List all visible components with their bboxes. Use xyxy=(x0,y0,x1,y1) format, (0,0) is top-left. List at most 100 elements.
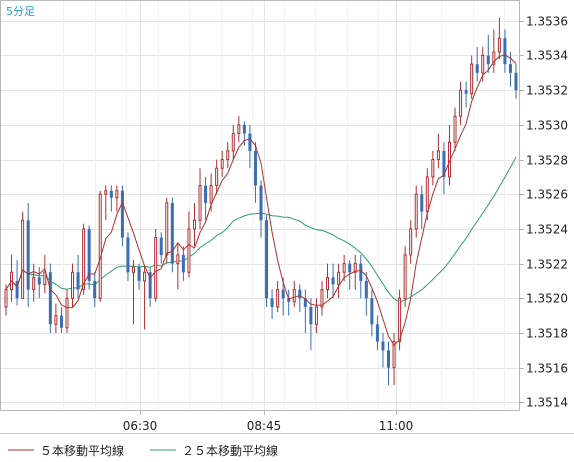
candle-body-up xyxy=(21,219,25,299)
candle xyxy=(370,289,374,337)
candle xyxy=(309,298,313,351)
candle xyxy=(170,197,174,273)
candle xyxy=(15,260,19,306)
y-tick-label: 1.3534 xyxy=(526,49,568,63)
candle-body-down xyxy=(475,64,479,73)
candle xyxy=(298,284,302,313)
candle xyxy=(497,17,501,59)
candle-body-up xyxy=(143,271,147,282)
plot-area-frame xyxy=(0,0,520,411)
candle-body-up xyxy=(314,306,318,325)
candle xyxy=(431,150,435,186)
candle-body-down xyxy=(204,185,208,203)
candle-body-up xyxy=(132,266,135,273)
candle xyxy=(459,81,463,125)
candle-body-up xyxy=(165,202,169,256)
candle-body-down xyxy=(265,220,269,299)
candle-body-up xyxy=(431,159,435,178)
candle xyxy=(342,254,346,281)
candle-body-down xyxy=(120,190,124,238)
y-tick-label: 1.3522 xyxy=(526,258,568,272)
candle-body-down xyxy=(137,267,141,281)
candle xyxy=(514,64,518,99)
candle xyxy=(486,34,490,73)
candle xyxy=(253,142,257,203)
candle xyxy=(276,280,280,313)
y-tick-label: 1.3530 xyxy=(526,119,568,133)
candle xyxy=(326,263,330,299)
candle-body-down xyxy=(148,272,152,299)
candle-body-down xyxy=(93,280,97,299)
candle-body-down xyxy=(375,324,379,342)
candle-body-down xyxy=(387,350,390,368)
candle xyxy=(265,215,269,307)
candle xyxy=(192,202,196,247)
candle-body-up xyxy=(71,271,75,299)
y-tick-label: 1.3518 xyxy=(526,327,568,341)
candle xyxy=(237,116,241,143)
candle xyxy=(37,267,41,299)
candle-body-down xyxy=(170,202,174,264)
candle xyxy=(93,272,97,307)
candle-body-up xyxy=(115,190,119,199)
candle-body-up xyxy=(98,193,102,299)
candle-body-up xyxy=(409,228,413,256)
x-tick-label: 06:30 xyxy=(123,419,158,433)
candle xyxy=(65,289,69,333)
candle-body-down xyxy=(420,194,424,212)
legend: ５本移動平均線 ２５本移動平均線 xyxy=(8,443,278,458)
timeframe-label: 5分足 xyxy=(6,5,35,18)
candle xyxy=(248,124,252,169)
candle-body-up xyxy=(43,271,47,285)
candle xyxy=(109,185,113,212)
candle xyxy=(48,263,52,333)
candle xyxy=(420,185,424,229)
candle-body-down xyxy=(370,298,374,325)
candle-body-up xyxy=(353,263,357,273)
candle-body-up xyxy=(220,159,224,169)
candle xyxy=(43,254,47,294)
candle-body-down xyxy=(364,280,368,299)
candle-body-down xyxy=(109,190,113,198)
candle xyxy=(348,260,352,290)
candle xyxy=(292,280,296,307)
candle xyxy=(231,124,235,160)
candle xyxy=(359,254,363,299)
y-tick-label: 1.3514 xyxy=(526,396,568,410)
candle xyxy=(375,315,379,351)
candle xyxy=(154,228,158,302)
candle-body-up xyxy=(104,190,108,195)
candle-body-up xyxy=(32,276,36,291)
candle xyxy=(143,267,147,330)
candle-body-up xyxy=(403,254,407,299)
candle xyxy=(392,332,396,385)
candle-body-up xyxy=(231,133,235,152)
candle xyxy=(503,29,507,73)
candle-body-up xyxy=(187,228,191,273)
x-axis-ticks: 06:30 08:45 11:00 xyxy=(123,411,413,433)
candle xyxy=(21,211,25,299)
candle-body-down xyxy=(514,72,518,91)
candle xyxy=(303,289,307,333)
candle-body-up xyxy=(320,289,324,308)
candle-body-down xyxy=(303,298,307,307)
candle-body-down xyxy=(159,237,163,255)
candle xyxy=(59,306,63,333)
candle xyxy=(475,46,479,82)
candle xyxy=(98,190,102,302)
legend-label-ma5: ５本移動平均線 xyxy=(40,443,124,458)
x-tick-label: 08:45 xyxy=(247,419,282,433)
candle-body-up xyxy=(237,124,241,135)
y-tick-label: 1.3520 xyxy=(526,292,568,306)
candle-body-down xyxy=(242,124,246,134)
ma5-layer xyxy=(5,54,517,346)
candle xyxy=(137,263,141,290)
candle-body-down xyxy=(508,64,512,73)
candle xyxy=(492,29,496,73)
candle-body-down xyxy=(381,341,385,351)
candle-body-up xyxy=(82,228,86,291)
candle xyxy=(4,284,8,316)
candle-body-down xyxy=(253,150,257,186)
candle-body-down xyxy=(76,272,80,290)
candle xyxy=(32,263,36,302)
